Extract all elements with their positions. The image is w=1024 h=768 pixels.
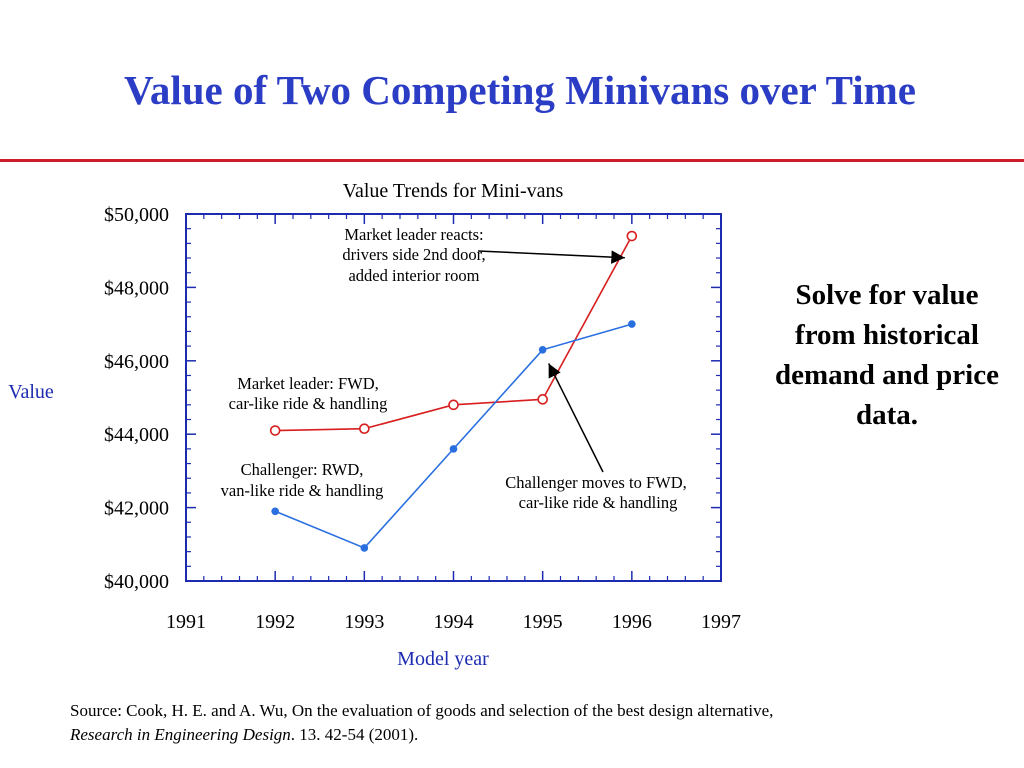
annotation-line: added interior room (348, 266, 479, 285)
series-2-point (360, 544, 369, 552)
series-2-point (449, 445, 458, 453)
series-1-point (537, 394, 548, 405)
series-1-point (269, 425, 281, 436)
series-1-point (359, 423, 370, 434)
annotation-line: Market leader: FWD, (237, 374, 379, 393)
annotation-arrow (477, 250, 625, 264)
annotation-line: Market leader reacts: (344, 225, 483, 244)
slide-title: Value of Two Competing Minivans over Tim… (124, 67, 916, 113)
series-1-point (626, 230, 638, 242)
annotation-line: Challenger: RWD, (241, 460, 364, 479)
chart-title: Value Trends for Mini-vans (343, 180, 564, 202)
y-axis-label: Value (8, 381, 54, 403)
y-tick-label: $42,000 (104, 498, 169, 520)
x-tick-label: 1997 (701, 611, 741, 633)
x-tick-label: 1993 (344, 611, 384, 633)
annotation-line: car-like ride & handling (519, 493, 678, 512)
major-ticks (185, 213, 722, 582)
series-line-2 (274, 323, 633, 549)
y-tick-label: $40,000 (104, 571, 169, 593)
source-details: . 13. 42-54 (2001). (290, 725, 419, 744)
y-tick-labels: $40,000 $42,000 $44,000 $46,000 $48,000 $50,0… (104, 204, 169, 593)
annotation-line: van-like ride & handling (221, 481, 384, 500)
x-tick-labels: 1991 1992 1993 1994 1995 1996 1997 (166, 611, 741, 633)
y-tick-label: $48,000 (104, 277, 169, 299)
x-tick-label: 1994 (434, 611, 474, 633)
y-tick-label: $46,000 (104, 351, 169, 373)
series-2-point (271, 507, 279, 516)
y-tick-label: $50,000 (104, 204, 169, 226)
title-divider (0, 159, 1024, 162)
minor-ticks (186, 214, 721, 581)
y-tick-label: $44,000 (104, 424, 169, 446)
series-2-point (538, 345, 547, 354)
x-axis-label: Model year (397, 648, 489, 670)
annotation-arrow (547, 363, 604, 473)
annotation-line: Challenger moves to FWD, (505, 473, 686, 492)
x-tick-label: 1995 (523, 611, 563, 633)
series-2-point (628, 320, 636, 328)
x-tick-label: 1992 (255, 611, 295, 633)
annotation-line: car-like ride & handling (229, 394, 388, 413)
side-note: Solve for value from historical demand a… (775, 279, 999, 431)
source-citation: Source: Cook, H. E. and A. Wu, On the ev… (70, 699, 790, 747)
series-1-point (448, 399, 459, 411)
source-text: Source: Cook, H. E. and A. Wu, On the ev… (70, 701, 774, 720)
annotation-line: drivers side 2nd door, (342, 245, 485, 264)
x-tick-label: 1991 (166, 611, 206, 633)
x-tick-label: 1996 (612, 611, 652, 633)
source-journal: Research in Engineering Design (70, 725, 291, 744)
series-layer (269, 230, 638, 552)
value-trends-chart: Value Trends for Mini-vans $40,000 $42,00… (8, 180, 741, 670)
